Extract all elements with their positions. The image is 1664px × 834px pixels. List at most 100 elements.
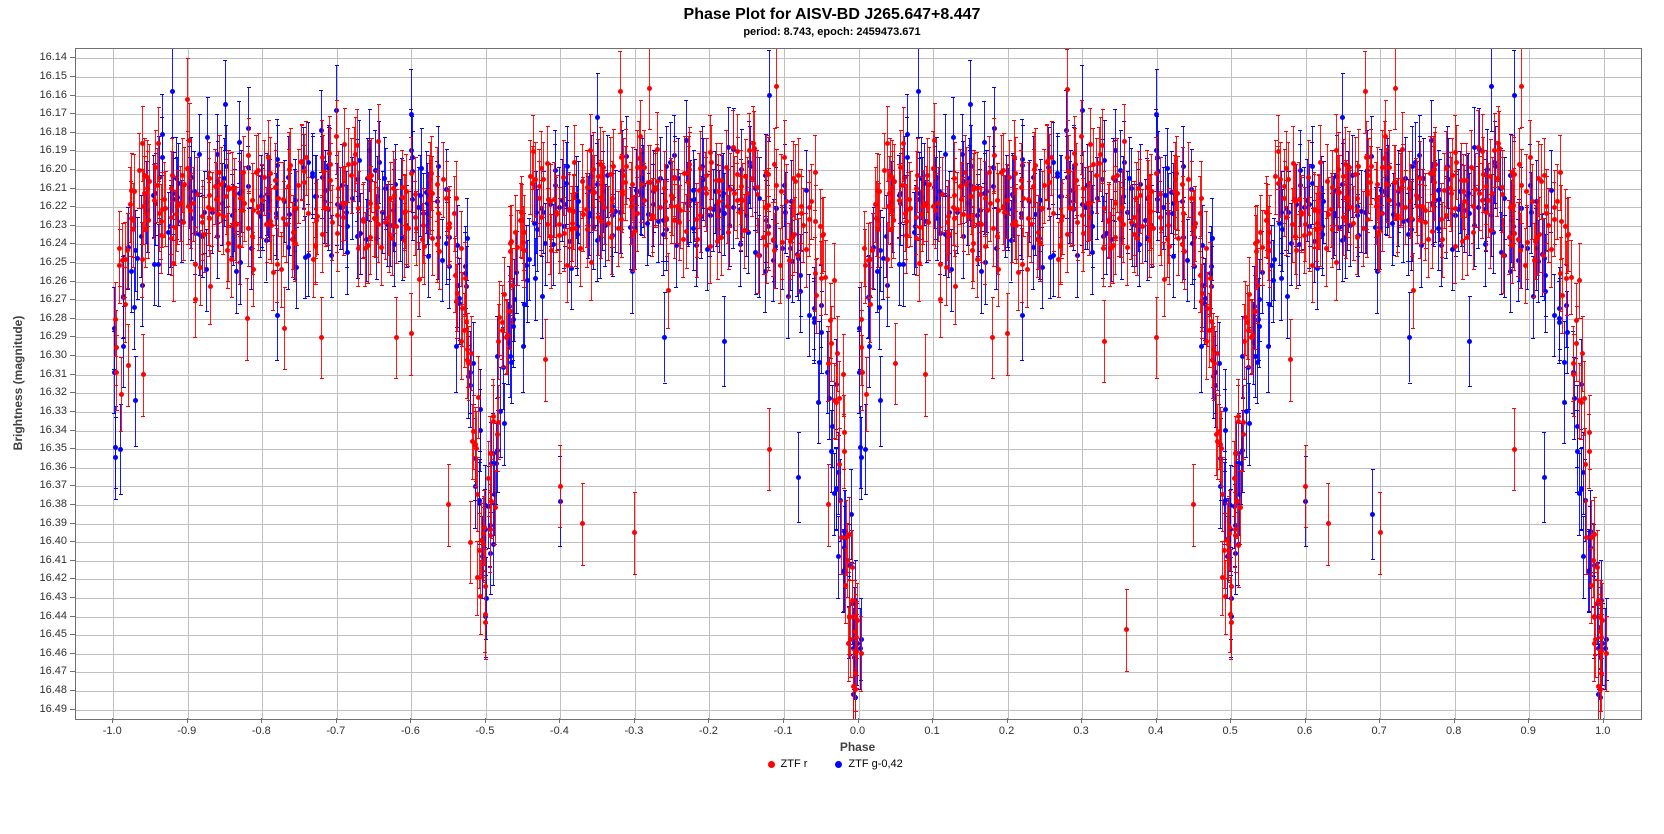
data-point — [1115, 173, 1120, 178]
data-point — [417, 277, 422, 282]
y-tick-label: 16.28 — [33, 312, 67, 324]
data-point — [459, 339, 464, 344]
data-point — [262, 175, 267, 180]
data-point — [581, 212, 586, 217]
data-point — [543, 357, 548, 362]
legend-label-r: ZTF r — [781, 758, 808, 770]
data-point — [992, 153, 997, 158]
data-point — [686, 171, 691, 176]
data-point — [867, 344, 872, 349]
data-point — [678, 208, 683, 213]
x-tick-label: -0.2 — [699, 725, 718, 737]
data-point — [1310, 164, 1315, 169]
chart-subtitle: period: 8.743, epoch: 2459473.671 — [0, 24, 1664, 42]
data-point — [817, 360, 822, 365]
data-point — [1288, 357, 1293, 362]
data-point — [1162, 277, 1167, 282]
data-point — [1370, 512, 1375, 517]
data-point — [1579, 486, 1584, 491]
data-point — [756, 253, 761, 258]
data-point — [972, 185, 977, 190]
data-point — [904, 219, 909, 224]
data-point — [279, 267, 284, 272]
y-tick-label: 16.29 — [33, 330, 67, 342]
data-point — [1469, 165, 1474, 170]
data-point — [1380, 211, 1385, 216]
x-tick-label: -1.0 — [103, 725, 122, 737]
data-point — [404, 225, 409, 230]
y-tick-label: 16.46 — [33, 647, 67, 659]
data-point — [302, 169, 307, 174]
data-point — [1310, 263, 1315, 268]
data-point — [983, 196, 988, 201]
data-point — [409, 112, 414, 117]
data-point — [1124, 627, 1129, 632]
data-point — [1282, 184, 1287, 189]
data-point — [731, 145, 736, 150]
data-point — [658, 205, 663, 210]
data-point — [715, 239, 720, 244]
data-point — [771, 237, 776, 242]
data-point — [1351, 221, 1356, 226]
data-point — [1326, 212, 1331, 217]
data-point — [585, 185, 590, 190]
y-tick-label: 16.15 — [33, 70, 67, 82]
data-point — [864, 392, 869, 397]
data-point — [132, 305, 137, 310]
data-point — [839, 535, 844, 540]
data-point — [1426, 237, 1431, 242]
data-point — [1247, 421, 1252, 426]
data-point — [1125, 245, 1130, 250]
data-point — [429, 171, 434, 176]
data-point — [635, 211, 640, 216]
data-point — [303, 255, 308, 260]
data-point — [832, 398, 837, 403]
data-point — [796, 253, 801, 258]
data-point — [923, 372, 928, 377]
data-point — [123, 302, 128, 307]
data-point — [1005, 331, 1010, 336]
data-point — [648, 180, 653, 185]
data-point — [294, 206, 299, 211]
data-point — [1378, 530, 1383, 535]
y-tick-label: 16.23 — [33, 219, 67, 231]
data-point — [1569, 275, 1574, 280]
data-point — [527, 257, 532, 262]
data-point — [796, 475, 801, 480]
data-point — [807, 205, 812, 210]
data-point — [334, 134, 339, 139]
x-tick-label: 0.6 — [1297, 725, 1312, 737]
data-point — [1516, 237, 1521, 242]
data-point — [237, 140, 242, 145]
data-point — [483, 584, 488, 589]
data-point — [1122, 139, 1127, 144]
y-tick-label: 16.40 — [33, 535, 67, 547]
data-point — [834, 486, 839, 491]
data-point — [141, 372, 146, 377]
data-point — [1369, 164, 1374, 169]
data-point — [1159, 226, 1164, 231]
data-point — [1014, 223, 1019, 228]
data-point — [505, 333, 510, 338]
data-point — [1340, 115, 1345, 120]
data-point — [1236, 543, 1241, 548]
data-point — [121, 344, 126, 349]
y-tick-label: 16.45 — [33, 628, 67, 640]
data-point — [238, 196, 243, 201]
y-tick-label: 16.33 — [33, 405, 67, 417]
legend: ZTF r ZTF g-0,42 — [768, 758, 903, 770]
data-point — [666, 288, 671, 293]
data-point — [284, 222, 289, 227]
data-point — [488, 533, 493, 538]
y-tick-label: 16.41 — [33, 554, 67, 566]
data-point — [826, 361, 831, 366]
data-point — [1149, 225, 1154, 230]
data-point — [133, 398, 138, 403]
legend-label-g: ZTF g-0,42 — [848, 758, 902, 770]
y-tick-label: 16.38 — [33, 498, 67, 510]
x-tick-label: 0.7 — [1372, 725, 1387, 737]
data-point — [982, 140, 987, 145]
data-point — [1286, 177, 1291, 182]
data-point — [987, 170, 992, 175]
data-point — [475, 492, 480, 497]
